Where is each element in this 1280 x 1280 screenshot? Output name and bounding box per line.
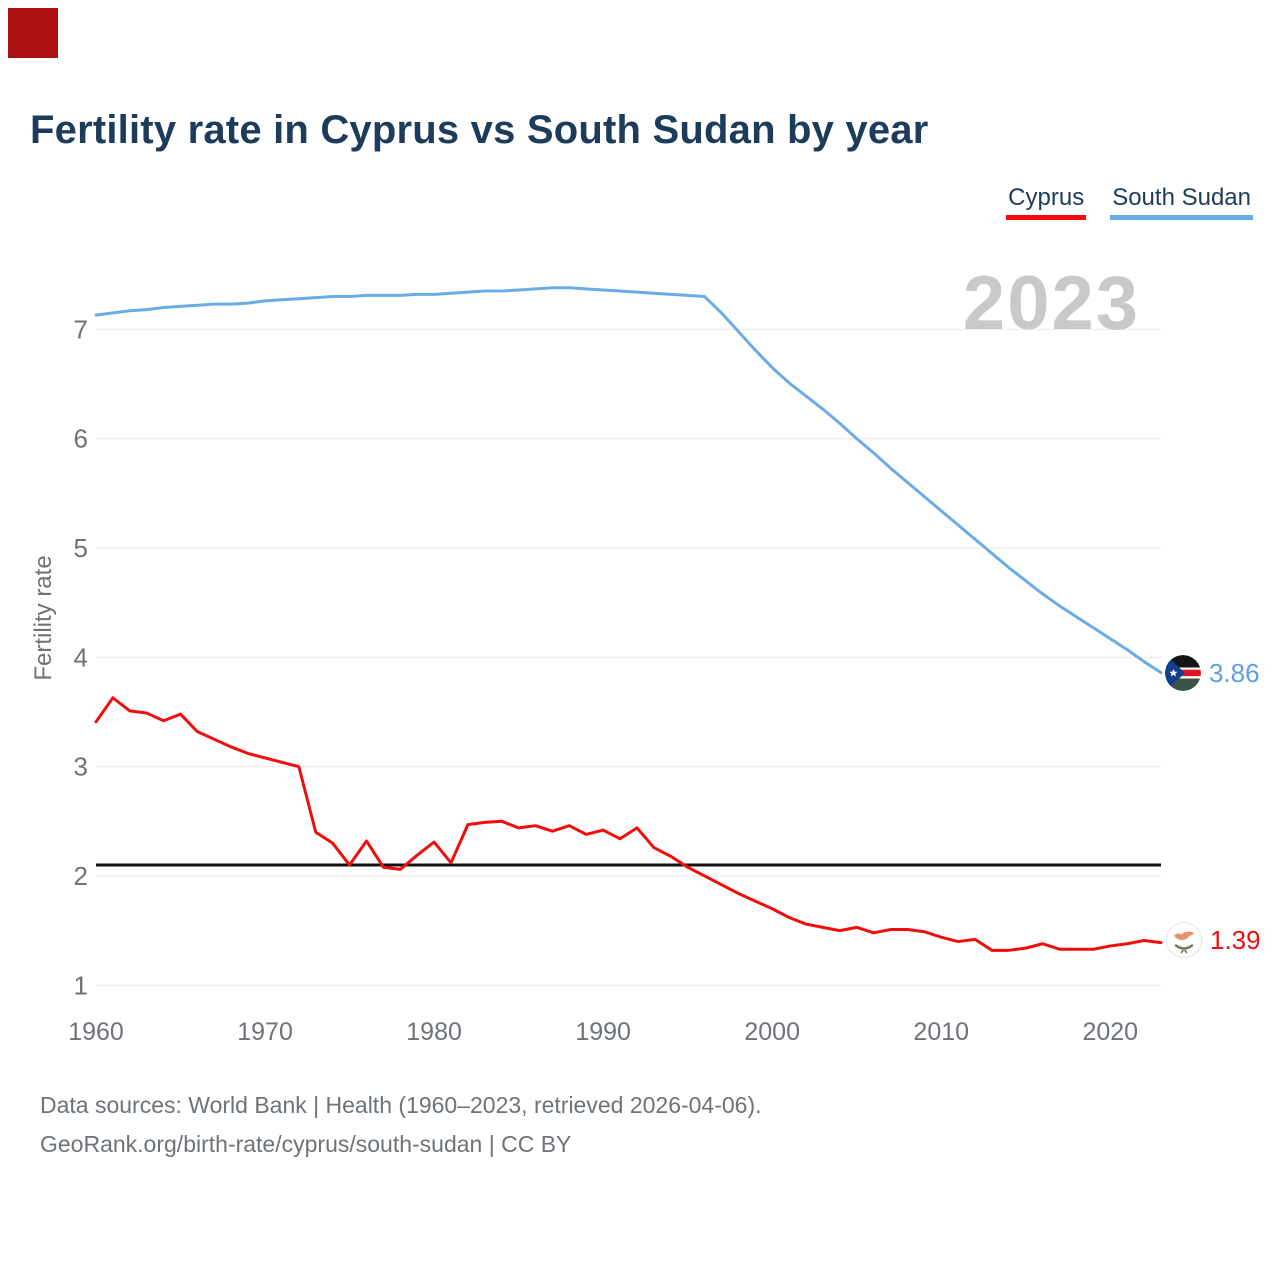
- y-tick-7: 7: [74, 314, 88, 344]
- y-tick-3: 3: [74, 752, 88, 782]
- legend-item-cyprus[interactable]: Cyprus: [1006, 184, 1087, 220]
- x-tick-2020: 2020: [1082, 1018, 1138, 1046]
- end-label-cyprus: 1.39: [1166, 922, 1261, 958]
- south-sudan-end-value: 3.86: [1209, 657, 1260, 688]
- footer-sources-line: Data sources: World Bank | Health (1960–…: [40, 1092, 762, 1118]
- y-tick-4: 4: [74, 642, 88, 672]
- legend-label-cyprus: Cyprus: [1008, 184, 1085, 211]
- footer-attribution-line: GeoRank.org/birth-rate/cyprus/south-suda…: [40, 1131, 572, 1157]
- x-tick-1990: 1990: [575, 1018, 631, 1046]
- series-line-cyprus: [94, 696, 1163, 952]
- page-title: Fertility rate in Cyprus vs South Sudan …: [30, 108, 929, 152]
- y-axis-label: Fertility rate: [30, 555, 57, 681]
- south-sudan-flag-icon: [1165, 655, 1201, 691]
- y-tick-6: 6: [74, 424, 88, 454]
- end-label-south-sudan: 3.86: [1165, 655, 1260, 691]
- legend: Cyprus South Sudan: [1006, 184, 1253, 220]
- y-tick-5: 5: [74, 533, 88, 563]
- x-tick-2000: 2000: [744, 1018, 800, 1046]
- footer: Data sources: World Bank | Health (1960–…: [40, 1086, 762, 1164]
- cyprus-end-value: 1.39: [1210, 924, 1261, 955]
- legend-item-south-sudan[interactable]: South Sudan: [1110, 184, 1253, 220]
- x-tick-1960: 1960: [68, 1018, 124, 1046]
- x-tick-1970: 1970: [237, 1018, 293, 1046]
- y-tick-2: 2: [74, 861, 88, 891]
- legend-label-south-sudan: South Sudan: [1112, 184, 1251, 211]
- series-line-south-sudan: [94, 286, 1163, 675]
- x-tick-2010: 2010: [913, 1018, 969, 1046]
- x-tick-1980: 1980: [406, 1018, 462, 1046]
- watermark-year: 2023: [962, 261, 1140, 346]
- corner-marker: [8, 8, 58, 58]
- legend-color-bar-south-sudan: [1110, 215, 1253, 220]
- legend-color-bar-cyprus: [1006, 215, 1087, 220]
- cyprus-flag-icon: [1166, 922, 1202, 958]
- y-tick-1: 1: [74, 970, 88, 1000]
